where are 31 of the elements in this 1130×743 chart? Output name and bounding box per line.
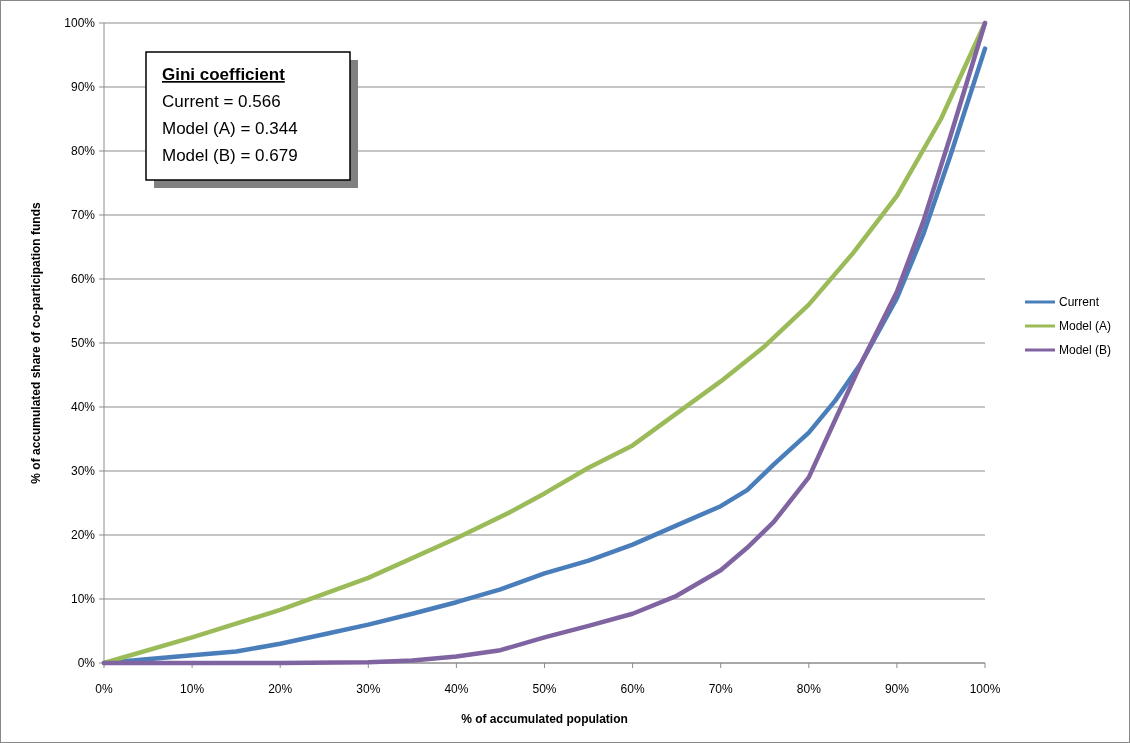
x-tick-label: 80% xyxy=(796,682,822,696)
y-tick-label: 30% xyxy=(70,464,96,478)
annotation: Model (B) = 0.679 xyxy=(162,146,298,165)
legend-label: Current xyxy=(1059,295,1100,309)
annotation: Gini coefficient xyxy=(162,65,286,84)
legend-label: Model (B) xyxy=(1059,343,1112,357)
y-tick-label: 20% xyxy=(70,528,96,542)
y-tick-label: 10% xyxy=(70,592,96,606)
y-axis-title: % of accumulated share of co-participation funds xyxy=(29,201,43,484)
x-axis-title: % of accumulated population xyxy=(461,712,628,726)
x-tick-label: 30% xyxy=(356,682,381,696)
annotation: Current = 0.566 xyxy=(162,92,281,111)
x-tick-label: 0% xyxy=(95,682,113,696)
y-tick-label: 80% xyxy=(70,144,96,158)
x-tick-label: 100% xyxy=(969,682,1001,696)
y-tick-label: 70% xyxy=(70,208,96,222)
x-tick-label: 20% xyxy=(268,682,293,696)
x-tick-label: 40% xyxy=(444,682,469,696)
annotation: Model (A) = 0.344 xyxy=(162,119,298,138)
x-tick-label: 60% xyxy=(620,682,645,696)
y-tick-label: 100% xyxy=(64,16,96,30)
y-tick-label: 60% xyxy=(70,272,96,286)
legend-label: Model (A) xyxy=(1059,319,1112,333)
y-tick-label: 50% xyxy=(70,336,96,350)
x-tick-label: 90% xyxy=(884,682,910,696)
x-tick-label: 50% xyxy=(532,682,557,696)
y-tick-label: 0% xyxy=(77,656,96,670)
x-tick-label: 10% xyxy=(180,682,205,696)
y-tick-label: 40% xyxy=(70,400,96,414)
y-tick-label: 90% xyxy=(70,80,96,94)
x-tick-label: 70% xyxy=(708,682,734,696)
